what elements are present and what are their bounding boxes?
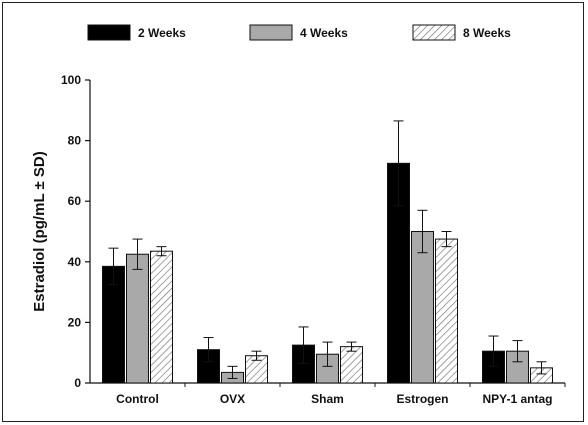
x-category-label: NPY-1 antag <box>482 392 552 406</box>
legend-label: 2 Weeks <box>138 26 186 40</box>
legend: 2 Weeks 4 Weeks 8 Weeks <box>87 24 511 41</box>
y-tick-label: 0 <box>74 376 81 390</box>
y-tick-label: 40 <box>68 255 82 269</box>
x-category-label: Control <box>116 392 159 406</box>
bar <box>126 253 149 384</box>
y-axis-title: Estradiol (pg/mL ± SD) <box>31 151 48 311</box>
legend-swatch <box>412 24 456 41</box>
legend-swatch <box>249 24 293 41</box>
bar <box>150 250 173 384</box>
plot-area: 0 20 40 60 80 100 Estradiol (pg/mL ± SD) Contro… <box>31 73 566 406</box>
legend-swatch <box>87 24 131 41</box>
bar <box>340 346 363 384</box>
bar <box>435 238 458 384</box>
x-category-label: OVX <box>220 392 245 406</box>
legend-label: 4 Weeks <box>300 26 348 40</box>
x-category-label: Estrogen <box>396 392 448 406</box>
y-tick-label: 20 <box>68 315 82 329</box>
bar <box>411 231 434 384</box>
x-category-label: Sham <box>311 392 344 406</box>
legend-label: 8 Weeks <box>463 26 511 40</box>
y-tick-label: 60 <box>68 194 82 208</box>
y-tick-label: 80 <box>68 134 82 148</box>
y-tick-label: 100 <box>61 73 81 87</box>
